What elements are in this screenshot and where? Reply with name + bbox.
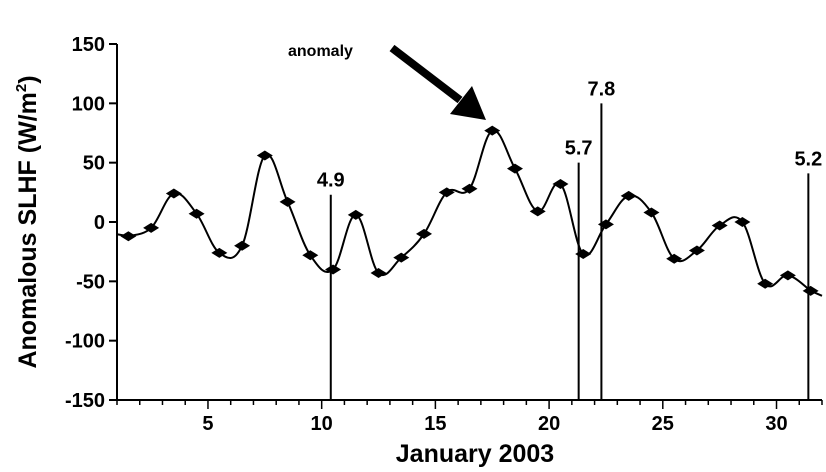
data-point bbox=[688, 245, 705, 256]
x-tick-label: 25 bbox=[652, 413, 674, 435]
anomaly-label: anomaly bbox=[288, 43, 353, 60]
y-tick-label: -50 bbox=[76, 271, 105, 293]
annotation-label: 4.9 bbox=[317, 170, 345, 192]
data-point bbox=[529, 206, 546, 217]
data-point bbox=[779, 270, 796, 281]
data-point bbox=[484, 125, 501, 136]
data-point bbox=[165, 188, 182, 199]
y-axis-title-sup: 2 bbox=[13, 84, 30, 92]
y-tick-label: 150 bbox=[72, 34, 105, 56]
data-point bbox=[325, 264, 342, 275]
y-ticks: 150 100 50 0 -50 -100 -150 bbox=[65, 34, 117, 412]
x-tick-label: 20 bbox=[538, 413, 560, 435]
y-axis-title-main: Anomalous SLHF (W/m bbox=[14, 92, 42, 368]
data-point bbox=[211, 247, 228, 258]
y-axis-title-close: ) bbox=[14, 75, 42, 83]
data-point bbox=[370, 268, 387, 279]
data-point bbox=[734, 217, 751, 227]
data-point bbox=[416, 228, 433, 239]
arrow-head bbox=[450, 86, 486, 120]
annotation-label: 7.8 bbox=[587, 78, 615, 100]
data-point bbox=[120, 231, 137, 242]
y-tick-label: 100 bbox=[72, 93, 105, 115]
data-point bbox=[256, 150, 273, 161]
data-point bbox=[597, 219, 614, 230]
data-point bbox=[279, 196, 296, 207]
data-point bbox=[393, 252, 410, 263]
data-point bbox=[643, 207, 660, 218]
data-point bbox=[802, 285, 819, 296]
x-tick-label: 5 bbox=[202, 413, 213, 435]
anomaly-arrow: anomaly bbox=[288, 43, 486, 120]
data-point bbox=[188, 208, 205, 219]
data-point bbox=[438, 187, 455, 198]
x-axis-title: January 2003 bbox=[396, 440, 554, 468]
data-point bbox=[620, 190, 637, 201]
y-tick-label: 0 bbox=[94, 212, 105, 234]
x-tick-label: 15 bbox=[424, 413, 446, 435]
y-tick-label: 50 bbox=[83, 153, 105, 175]
data-point bbox=[552, 179, 569, 190]
data-point bbox=[347, 209, 364, 220]
data-point bbox=[757, 278, 774, 289]
annotation-label: 5.2 bbox=[794, 148, 822, 170]
data-point bbox=[711, 220, 728, 231]
annotation-label: 5.7 bbox=[565, 138, 593, 160]
annotations: 4.9 5.7 7.8 5.2 bbox=[317, 78, 822, 400]
series-line bbox=[128, 129, 823, 297]
y-axis-title: Anomalous SLHF (W/m2) bbox=[13, 75, 42, 368]
x-tick-label: 30 bbox=[765, 413, 787, 435]
y-tick-label: -150 bbox=[65, 390, 105, 412]
arrow-shaft bbox=[389, 44, 463, 104]
markers bbox=[120, 125, 819, 296]
data-point bbox=[234, 240, 251, 251]
x-tick-label: 10 bbox=[311, 413, 333, 435]
data-point bbox=[575, 249, 592, 260]
series bbox=[116, 129, 823, 297]
data-point bbox=[143, 222, 160, 233]
data-point bbox=[461, 183, 478, 194]
y-tick-label: -100 bbox=[65, 331, 105, 353]
x-ticks: 5 10 15 20 25 30 bbox=[116, 400, 823, 435]
data-point bbox=[302, 250, 319, 261]
data-point bbox=[666, 253, 683, 264]
data-point bbox=[506, 163, 523, 174]
